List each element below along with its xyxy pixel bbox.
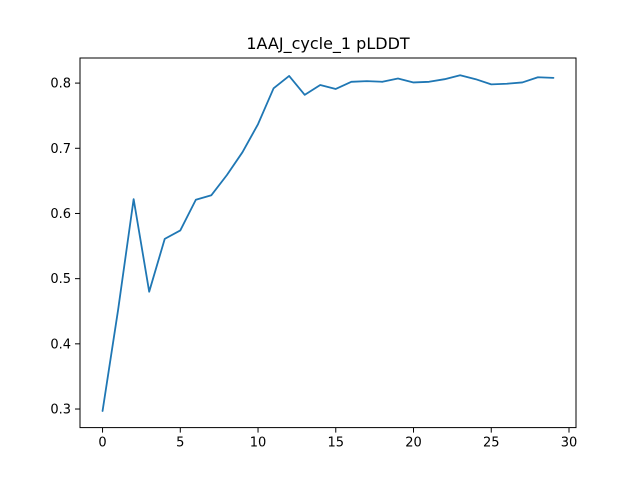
y-tick-label: 0.5 (50, 272, 71, 287)
y-tick-label: 0.8 (50, 77, 71, 92)
y-tick-label: 0.3 (50, 403, 71, 418)
plot-frame (79, 57, 577, 429)
y-tick-label: 0.7 (50, 142, 71, 157)
x-tick-label: 15 (328, 436, 345, 451)
y-tick-label: 0.4 (50, 337, 71, 352)
x-tick-label: 5 (176, 436, 184, 451)
chart-title: 1AAJ_cycle_1 pLDDT (246, 34, 410, 54)
x-tick-label: 25 (483, 436, 500, 451)
series-line (101, 74, 555, 412)
x-tick-label: 10 (250, 436, 267, 451)
y-tick-label: 0.6 (50, 207, 71, 222)
x-tick-label: 20 (405, 436, 422, 451)
x-tick-label: 30 (561, 436, 578, 451)
x-tick-label: 0 (98, 436, 106, 451)
